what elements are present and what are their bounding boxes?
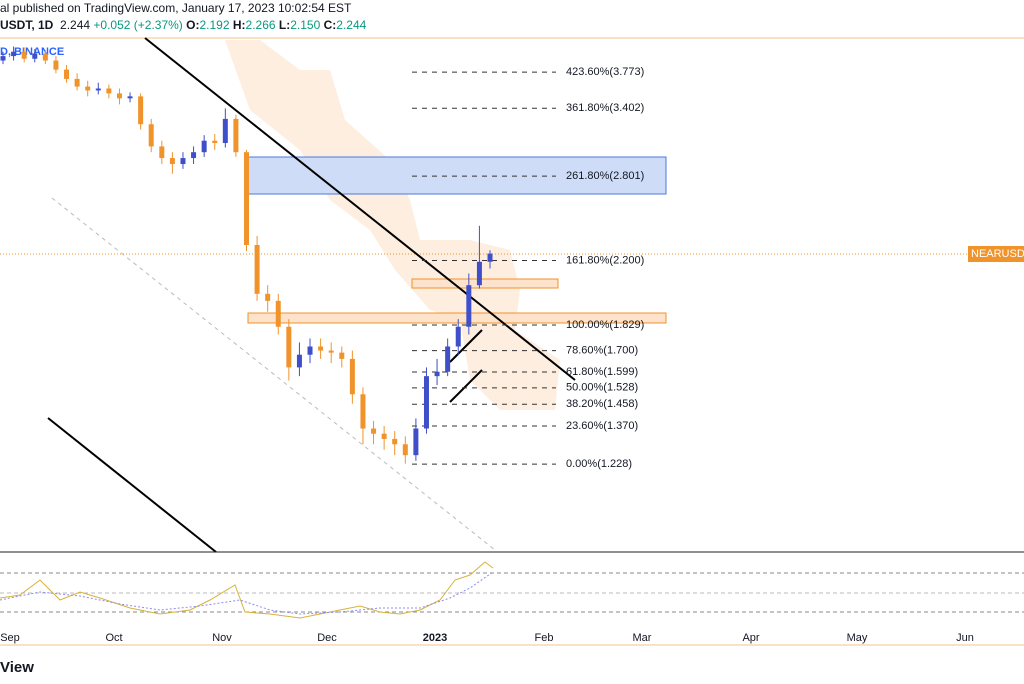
x-tick-label: 2023 [423,632,447,644]
candle-body [487,253,493,262]
candle-body [371,428,377,434]
candle-body [42,53,48,61]
zone [411,278,559,289]
supply-zone [247,156,667,195]
header: al published on TradingView.com, January… [0,0,366,34]
fib-label: 38.20%(1.458) [566,398,638,410]
fib-label: 50.00%(1.528) [566,382,638,394]
h: H: [232,18,246,32]
x-tick-label: Dec [317,632,337,644]
l: L: [278,18,291,32]
candle-body [95,88,101,91]
x-tick-label: Mar [633,632,652,644]
symbol-row: USDT, 1D 2.244 +0.052 (+2.37%) O:2.192 H… [0,17,366,34]
channel-line [51,197,496,551]
candle-body [318,346,324,351]
candle-body [339,352,345,359]
symbol: USDT, 1D [0,18,54,32]
c: C: [323,18,337,32]
candle-body [328,350,334,353]
fib-label: 423.60%(3.773) [566,66,644,78]
candle-body [476,261,482,286]
candle-body [275,300,281,327]
rsi-line [0,561,494,619]
candle-body [254,244,260,294]
fib-label: 61.80%(1.599) [566,366,638,378]
high: 2.266 [245,18,276,32]
candle-body [360,394,366,429]
candle-body [11,51,17,57]
x-tick-label: Nov [212,632,232,644]
x-tick-label: May [847,632,868,644]
price-tag: NEARUSDT [971,248,1024,260]
x-tick-label: Jun [956,632,974,644]
published: al published on TradingView.com, January… [0,1,352,15]
x-tick-label: Apr [742,632,759,644]
low: 2.150 [290,18,321,32]
close: 2.244 [336,18,367,32]
zone [247,312,667,324]
candle-body [222,118,228,143]
candle-body [445,346,451,372]
candle-body [169,158,175,165]
candle-body [148,124,154,147]
candle-body [455,326,461,347]
trendline [47,417,217,553]
logo: View [0,659,34,676]
candle-body [413,428,419,456]
candle-body [423,376,429,429]
candle-body [244,152,249,245]
x-tick-label: Oct [105,632,122,644]
candle-body [265,293,271,301]
fib-label: 78.60%(1.700) [566,344,638,356]
exchange-label: D, BINANCE [0,46,64,58]
x-tick-label: Sep [0,632,20,644]
candle-body [0,56,6,61]
candle-body [138,96,144,125]
fib-label: 100.00%(1.829) [566,319,644,331]
candle-body [191,152,197,159]
last-price: 2.244 [60,18,91,32]
flag [449,329,483,363]
fib-label: 0.00%(1.228) [566,458,632,470]
trendline [144,37,576,381]
candle-body [212,140,218,143]
candle-body [159,146,165,159]
candle-body [349,358,355,395]
open: 2.192 [199,18,230,32]
candle-body [286,326,292,368]
candle-body [201,140,207,153]
fib-label: 23.60%(1.370) [566,420,638,432]
candle-body [296,354,302,368]
o: O: [186,18,200,32]
candle-body [402,444,408,456]
change: +0.052 (+2.37%) [93,18,183,32]
candle-body [434,371,440,377]
candle-body [21,51,27,59]
candle-body [116,93,122,99]
candle-body [307,346,313,355]
candle-body [53,60,59,70]
fib-label: 261.80%(2.801) [566,170,644,182]
candle-body [233,118,239,153]
flag [449,369,483,403]
candle-body [32,53,38,59]
price-tag-box [968,246,1024,262]
candle-body [74,78,80,87]
candle-body [392,438,398,445]
ichimoku-cloud [225,40,560,410]
candle-body [381,433,387,439]
fib-label: 361.80%(3.402) [566,102,644,114]
candle-body [127,96,133,99]
candle-body [64,69,70,79]
candle-body [180,158,186,165]
x-tick-label: Feb [535,632,554,644]
candle-body [466,285,472,327]
fib-label: 161.80%(2.200) [566,254,644,266]
candle-body [106,88,112,94]
candle-body [85,86,91,91]
